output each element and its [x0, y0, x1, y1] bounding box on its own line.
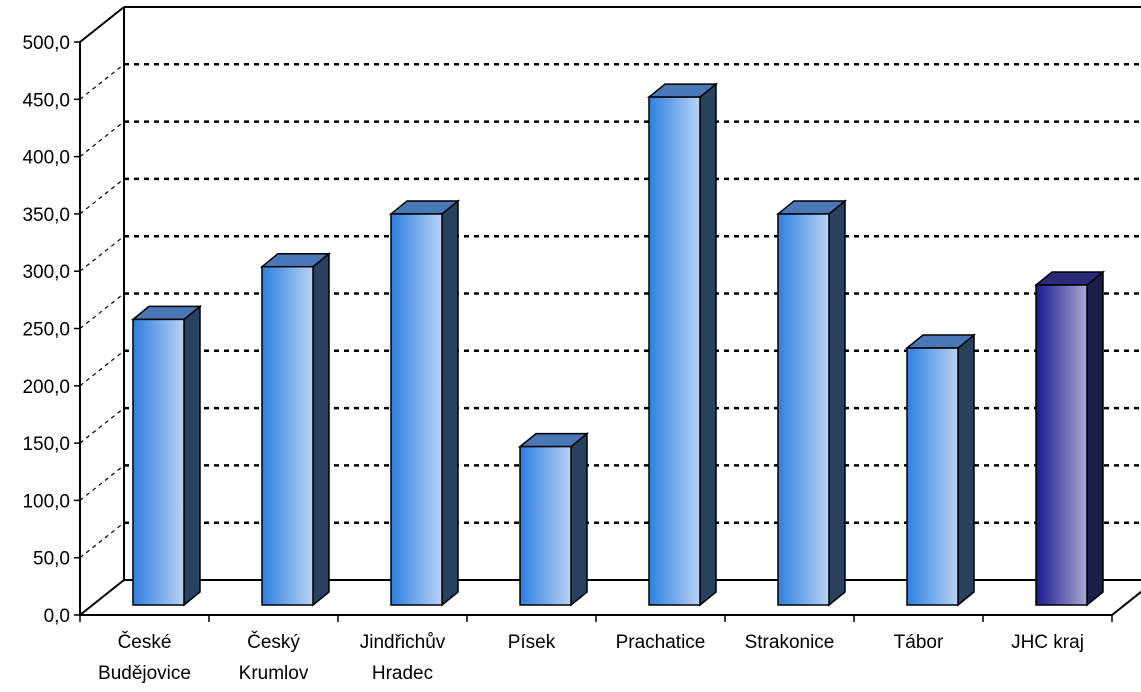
x-category-label: JHC kraj: [1011, 632, 1084, 653]
y-tick-label: 0,0: [44, 606, 70, 627]
side-gridline: [79, 293, 125, 329]
bar-side: [570, 432, 588, 607]
bar-side: [957, 333, 975, 607]
y-tick-label: 500,0: [22, 33, 70, 54]
bar: [517, 432, 590, 607]
x-category-label: Písek: [508, 632, 556, 653]
side-gridline: [79, 407, 125, 444]
bar-side: [183, 304, 201, 607]
bar-front: [132, 318, 185, 606]
bar-side: [1086, 270, 1104, 607]
bar: [1033, 270, 1106, 607]
bar-front: [906, 347, 959, 606]
y-tick-label: 400,0: [22, 148, 70, 169]
bar: [259, 252, 332, 607]
bar-front: [390, 213, 443, 606]
y-tick-label: 100,0: [22, 491, 70, 512]
x-category-label: České Budějovice: [98, 631, 191, 684]
side-gridline: [79, 178, 125, 215]
x-category-label: Jindřichův Hradec: [360, 632, 446, 684]
x-category-label: Tábor: [894, 632, 944, 653]
bar-side: [312, 252, 330, 607]
bar: [388, 199, 461, 607]
x-category-label: Prachatice: [616, 632, 706, 653]
y-tick-label: 250,0: [22, 320, 70, 341]
y-tick-label: 200,0: [22, 377, 70, 398]
bar-front: [648, 96, 701, 606]
y-tick-label: 150,0: [22, 434, 70, 455]
y-tick-label: 300,0: [22, 262, 70, 283]
bar-side: [441, 199, 459, 607]
y-tick-label: 50,0: [33, 549, 70, 570]
x-category-label: Český Krumlov: [239, 631, 309, 684]
bar-front: [519, 445, 572, 606]
x-category-label: Strakonice: [745, 632, 835, 653]
bar: [130, 304, 203, 607]
top-left-edge: [79, 6, 125, 43]
side-gridline: [79, 522, 125, 559]
y-tick-label: 450,0: [22, 90, 70, 111]
bar: [775, 199, 848, 607]
bar-front: [261, 265, 314, 606]
bar-front: [1035, 284, 1088, 606]
bar: [646, 82, 719, 607]
bar-front: [777, 213, 830, 606]
side-gridline: [79, 63, 125, 100]
side-gridline: [79, 121, 125, 158]
y-tick-label: 350,0: [22, 205, 70, 226]
side-gridline: [79, 235, 125, 272]
side-gridline: [79, 464, 125, 501]
bar: [904, 333, 977, 607]
side-gridline: [79, 350, 125, 387]
floor-left-edge: [79, 579, 125, 616]
bar-side: [828, 199, 846, 607]
bar-side: [699, 82, 717, 607]
floor-right-edge: [1111, 590, 1141, 616]
